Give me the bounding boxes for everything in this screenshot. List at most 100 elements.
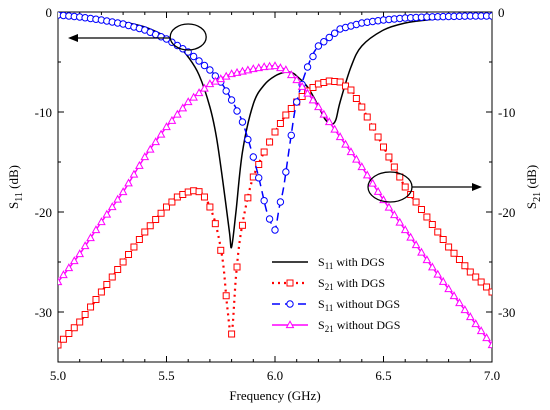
legend-label: S11 with DGS [318,255,385,271]
data-point-s21-without-dgs [352,154,361,163]
legend-marker [286,300,294,308]
data-point-s21-with-dgs [336,78,344,86]
data-point-s21-with-dgs [287,105,295,112]
data-point-s11-without-dgs [488,12,492,20]
data-point-s21-without-dgs [167,115,177,124]
data-point-s21-without-dgs [265,61,274,70]
data-point-s21-without-dgs [297,81,307,90]
data-point-s21-without-dgs [200,83,209,92]
y-tick-label-right: -30 [498,305,515,320]
data-point-s11-without-dgs [222,87,230,95]
legend-label-rest: without DGS [334,318,401,332]
data-point-s21-without-dgs [444,284,453,293]
data-point-s21-with-dgs [450,249,458,257]
data-point-s21-with-dgs [157,209,165,217]
data-point-s11-without-dgs [271,226,279,234]
data-point-s21-without-dgs [281,65,291,74]
data-point-s21-without-dgs [417,247,426,256]
legend-item-s11-with-dgs: S11 with DGS [272,255,385,271]
data-point-s21-with-dgs [352,95,360,102]
data-point-s21-with-dgs [228,330,236,338]
data-point-s21-without-dgs [476,326,486,335]
data-point-s21-without-dgs [324,117,334,126]
data-point-s21-without-dgs [86,233,95,242]
legend-item-s21-with-dgs: S21 with DGS [272,276,385,292]
legend-label-base: S [318,297,325,311]
series-line-s21-with-dgs [58,79,492,346]
data-point-s21-with-dgs [483,283,491,291]
data-point-s21-with-dgs [282,111,290,119]
data-point-s11-without-dgs [330,29,339,37]
legend-label-sub: 21 [325,282,334,292]
y-axis-label-left: S11 (dB) [6,165,25,209]
data-point-s11-without-dgs [238,118,247,126]
data-point-s11-without-dgs [293,98,301,106]
data-point-s21-with-dgs [271,128,279,136]
data-point-s21-without-dgs [395,217,405,226]
data-point-s21-with-dgs [385,153,393,161]
data-point-s21-without-dgs [156,129,166,138]
data-point-s21-without-dgs [308,95,318,104]
data-point-s11-without-dgs [233,107,241,115]
data-point-s21-without-dgs [145,144,155,153]
data-point-s21-without-dgs [178,103,188,112]
data-point-s21-with-dgs [200,193,208,201]
data-point-s11-without-dgs [309,52,317,61]
data-point-s21-with-dgs [461,262,469,270]
data-point-s21-without-dgs [319,109,329,118]
data-point-s21-with-dgs [65,330,73,337]
legend-label-sub: 21 [325,324,334,334]
data-point-s21-with-dgs [217,246,225,254]
data-point-s21-without-dgs [438,276,448,285]
data-point-s21-without-dgs [362,170,372,179]
data-point-s21-without-dgs [400,225,410,234]
data-point-s21-with-dgs [401,183,409,191]
data-point-s21-with-dgs [59,335,67,343]
data-point-s21-with-dgs [195,188,203,196]
data-point-s21-with-dgs [233,263,241,271]
data-point-s21-without-dgs [124,178,133,187]
data-point-s21-with-dgs [255,161,263,168]
data-point-s21-without-dgs [162,122,171,131]
y-tick-label-right: -20 [498,205,515,220]
data-point-s21-without-dgs [276,63,285,72]
data-point-s11-without-dgs [244,135,252,144]
y-tick-label-right: 0 [498,5,505,20]
data-point-s21-without-dgs [286,70,296,79]
data-point-s21-with-dgs [141,228,149,236]
data-point-s21-without-dgs [384,202,394,211]
data-point-s21-with-dgs [114,266,122,273]
legend-item-s11-without-dgs: S11 without DGS [272,297,400,313]
legend: S11 with DGS S21 with DGS S11 without DGSS… [272,255,400,334]
y-tick-label-left: 0 [46,5,53,20]
data-point-s21-with-dgs [81,311,89,318]
x-tick-label: 7.0 [484,368,500,383]
data-point-s21-with-dgs [92,296,100,303]
data-point-s11-without-dgs [320,38,328,46]
data-point-s21-without-dgs [335,132,345,141]
data-point-s21-with-dgs [423,213,431,221]
series-s11-without-dgs [58,12,492,234]
y-tick-label-left: -20 [35,205,52,220]
data-point-s21-without-dgs [433,269,443,278]
series-line-s21-without-dgs [58,65,492,346]
y-axis-label-left-rest: (dB) [6,165,21,192]
data-point-s21-without-dgs [151,137,160,146]
data-point-s21-without-dgs [487,340,492,349]
legend-label: S11 without DGS [318,297,400,313]
data-point-s21-without-dgs [341,139,350,148]
data-point-s21-with-dgs [58,341,62,349]
data-point-s21-without-dgs [411,240,421,249]
data-point-s21-without-dgs [113,194,123,203]
y-axis-label-right-sub: 21 [532,192,543,202]
data-point-s21-without-dgs [135,160,144,169]
y-tick-label-left: -30 [35,305,52,320]
y-axis-label-right-base: S [524,202,539,209]
series-s21-without-dgs [58,61,492,349]
data-point-s21-with-dgs [488,288,492,296]
data-point-s21-without-dgs [107,202,117,211]
data-point-s11-without-dgs [189,52,198,61]
data-point-s21-without-dgs [118,187,128,196]
arrowhead-right [472,183,482,191]
